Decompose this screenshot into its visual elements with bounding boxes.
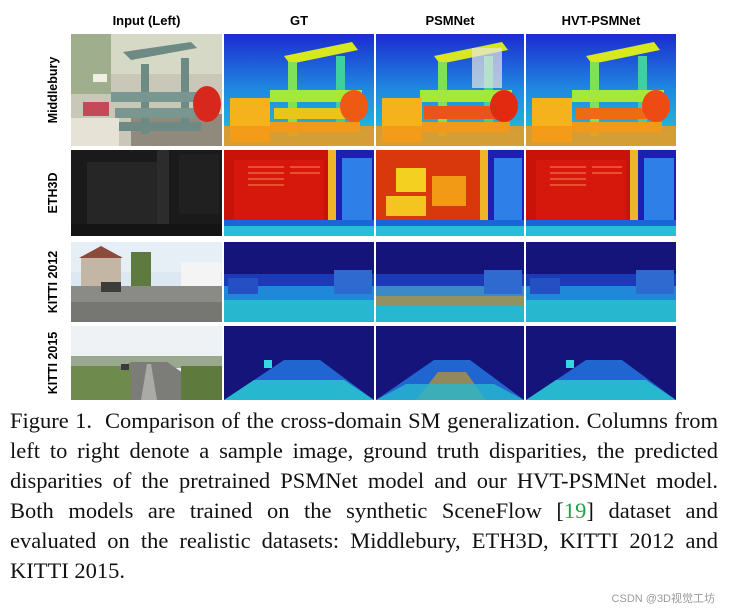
row-label-eth3d: ETH3D: [46, 172, 60, 214]
eth3d-gt-disparity: [224, 150, 374, 236]
figure-number: Figure 1.: [10, 408, 93, 433]
caption-text: Comparison of the cross-domain SM genera…: [10, 408, 719, 523]
kitti2012-gt-disparity: [224, 242, 374, 322]
caption-text-end: ] dataset and evaluated on the realistic…: [10, 498, 719, 583]
row-label-kitti-2015: KITTI 2015: [46, 331, 60, 395]
citation-link[interactable]: 19: [563, 498, 587, 523]
column-header-input: Input (Left): [112, 13, 181, 28]
kitti2015-gt-disparity: [224, 326, 374, 400]
middlebury-input-image: [71, 34, 222, 146]
kitti2012-hvt-psmnet-disparity: [526, 242, 676, 322]
row-label-kitti-2012: KITTI 2012: [46, 250, 60, 314]
figure-caption: Figure 1. Comparison of the cross-domain…: [10, 406, 718, 586]
watermark: CSDN @3D视觉工坊: [611, 593, 715, 605]
kitti2015-psmnet-disparity: [376, 326, 524, 400]
middlebury-hvt-psmnet-disparity: [526, 34, 676, 146]
kitti2015-input-image: [71, 326, 222, 400]
eth3d-psmnet-disparity: [376, 150, 524, 236]
kitti2012-psmnet-disparity: [376, 242, 524, 322]
row-label-middlebury: Middlebury: [46, 56, 60, 124]
column-header-gt: GT: [289, 13, 309, 28]
middlebury-gt-disparity: [224, 34, 374, 146]
column-header-psmnet: PSMNet: [425, 13, 475, 28]
eth3d-input-image: [71, 150, 222, 236]
kitti2012-input-image: [71, 242, 222, 322]
column-header-hvt-psmnet: HVT-PSMNet: [561, 13, 641, 28]
kitti2015-hvt-psmnet-disparity: [526, 326, 676, 400]
middlebury-psmnet-disparity: [376, 34, 524, 146]
eth3d-hvt-psmnet-disparity: [526, 150, 676, 236]
